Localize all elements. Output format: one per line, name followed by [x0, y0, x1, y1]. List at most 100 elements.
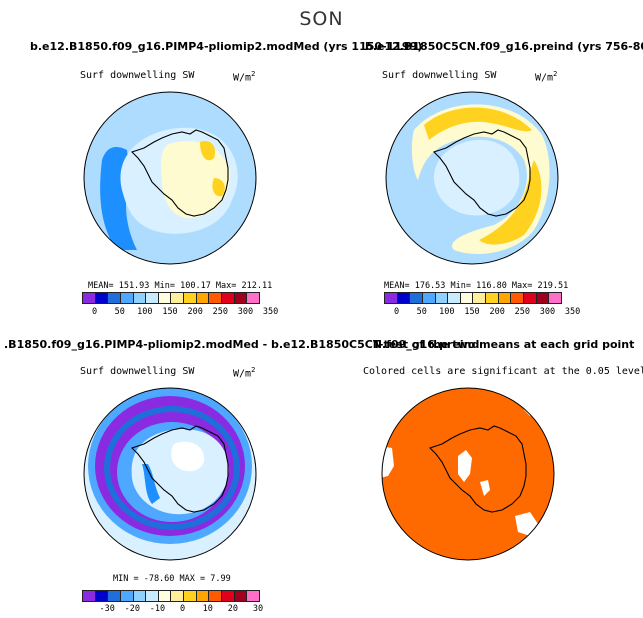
colorbar-swatch — [422, 293, 436, 303]
colorbar-swatch — [108, 293, 121, 303]
colorbar-swatch — [524, 293, 537, 303]
colorbar-swatch — [171, 591, 185, 601]
colorbar-tick-label: 20 — [227, 604, 238, 614]
panel-4-polar-map — [381, 387, 555, 561]
colorbar-tick-label: 150 — [162, 307, 178, 317]
colorbar-tick-label: 350 — [564, 307, 581, 317]
colorbar-tick-label: -30 — [99, 604, 115, 614]
panel-1-antarctica-outline — [130, 129, 229, 217]
colorbar-tick-label: 30 — [252, 604, 264, 614]
colorbar-swatch — [549, 293, 561, 303]
colorbar-swatch — [184, 293, 197, 303]
colorbar-swatch — [511, 293, 525, 303]
colorbar-swatch — [83, 591, 96, 601]
panel-1-cream-region — [160, 141, 231, 219]
colorbar-swatch — [486, 293, 499, 303]
panel-1-yellow-patch-b — [212, 178, 225, 197]
colorbar-swatch — [222, 591, 235, 601]
panel-4-nonsig-east — [515, 512, 538, 536]
colorbar-swatch — [171, 293, 185, 303]
panel-4-significance-note: Colored cells are significant at the 0.0… — [363, 366, 643, 377]
colorbar-tick-label: -20 — [124, 604, 140, 614]
panel-2-yellow-arc-east — [479, 160, 542, 245]
panel-1-variable-label: Surf downwelling SW — [80, 70, 195, 81]
panel-2-polar-map — [385, 91, 559, 265]
colorbar-swatch — [120, 591, 134, 601]
colorbar-swatch — [536, 293, 550, 303]
panel-3-peninsula-blue — [142, 464, 160, 504]
colorbar-swatch — [247, 293, 259, 303]
colorbar-swatch — [435, 293, 449, 303]
panel-4-nonsig-interior-b — [480, 480, 490, 496]
colorbar-tick-label: 350 — [262, 307, 279, 317]
colorbar-tick-label: 0 — [394, 307, 400, 317]
colorbar-tick-label: 300 — [237, 307, 254, 317]
colorbar-swatch — [385, 293, 398, 303]
colorbar-swatch — [196, 293, 210, 303]
colorbar-swatch — [448, 293, 461, 303]
colorbar-tick-label: 100 — [439, 307, 455, 317]
panel-1-title: b.e12.B1850.f09_g16.PIMP4-pliomip2.modMe… — [30, 40, 423, 53]
colorbar-tick-label: -10 — [149, 604, 166, 614]
colorbar-swatch — [108, 591, 121, 601]
colorbar-swatch — [209, 591, 223, 601]
colorbar-tick-label: 10 — [202, 604, 213, 614]
colorbar-swatch — [146, 293, 159, 303]
colorbar-tick-label: 250 — [212, 307, 228, 317]
panel-2-map-border — [385, 91, 559, 265]
panel-3-units: W/m2 — [233, 366, 256, 380]
colorbar-swatch — [95, 591, 109, 601]
panel-3-colorbar — [82, 590, 260, 602]
panel-3-polar-map — [83, 387, 257, 561]
panel-3-map-border — [83, 387, 257, 561]
colorbar-swatch — [158, 293, 172, 303]
panel-2-inner-region — [433, 139, 520, 216]
colorbar-swatch — [83, 293, 96, 303]
colorbar-swatch — [222, 293, 235, 303]
colorbar-swatch — [120, 293, 134, 303]
panel-2-light-blue-region — [403, 185, 444, 242]
colorbar-tick-label: 150 — [464, 307, 480, 317]
colorbar-swatch — [146, 591, 159, 601]
colorbar-tick-label: 0 — [180, 604, 186, 614]
panel-1-colorbar — [82, 292, 260, 304]
panel-1-stats: MEAN= 151.93 Min= 100.17 Max= 212.11 — [88, 281, 273, 291]
panel-2-title: b.e12.B1850C5CN.f09_g16.preind (yrs 756-… — [365, 40, 643, 53]
panel-2-antarctica-outline — [432, 129, 531, 217]
panel-3-antarctica-outline — [130, 425, 229, 513]
colorbar-swatch — [196, 591, 210, 601]
colorbar-tick-label: 200 — [489, 307, 505, 317]
colorbar-swatch — [498, 293, 512, 303]
colorbar-swatch — [410, 293, 423, 303]
colorbar-tick-label: 200 — [187, 307, 203, 317]
panel-3-stats: MIN = -78.60 MAX = 7.99 — [113, 574, 231, 584]
panel-2-units: W/m2 — [535, 70, 558, 84]
panel-4-map-border — [381, 387, 555, 561]
colorbar-tick-label: 0 — [92, 307, 98, 317]
colorbar-tick-label: 50 — [416, 307, 427, 317]
colorbar-swatch — [247, 591, 259, 601]
panel-1-yellow-patch-a — [200, 140, 216, 161]
panel-4-title: T-test of the two means at each grid poi… — [373, 338, 635, 351]
colorbar-tick-label: 50 — [114, 307, 125, 317]
colorbar-tick-label: 250 — [514, 307, 530, 317]
panel-2-stats: MEAN= 176.53 Min= 116.80 Max= 219.51 — [384, 281, 569, 291]
colorbar-swatch — [234, 591, 248, 601]
colorbar-swatch — [460, 293, 474, 303]
colorbar-swatch — [95, 293, 109, 303]
panel-2-colorbar — [384, 292, 562, 304]
panel-4-antarctica-outline — [428, 425, 527, 513]
panel-1-units: W/m2 — [233, 70, 256, 84]
figure-title: SON — [299, 8, 344, 30]
panel-2-yellow-arc-north — [424, 107, 532, 140]
colorbar-swatch — [209, 293, 223, 303]
colorbar-swatch — [184, 591, 197, 601]
panel-2-variable-label: Surf downwelling SW — [382, 70, 497, 81]
colorbar-swatch — [133, 591, 147, 601]
colorbar-swatch — [473, 293, 487, 303]
colorbar-tick-label: 100 — [137, 307, 153, 317]
colorbar-swatch — [133, 293, 147, 303]
colorbar-swatch — [397, 293, 411, 303]
colorbar-swatch — [158, 591, 172, 601]
panel-3-title: .B1850.f09_g16.PIMP4-pliomip2.modMed - b… — [4, 338, 480, 351]
